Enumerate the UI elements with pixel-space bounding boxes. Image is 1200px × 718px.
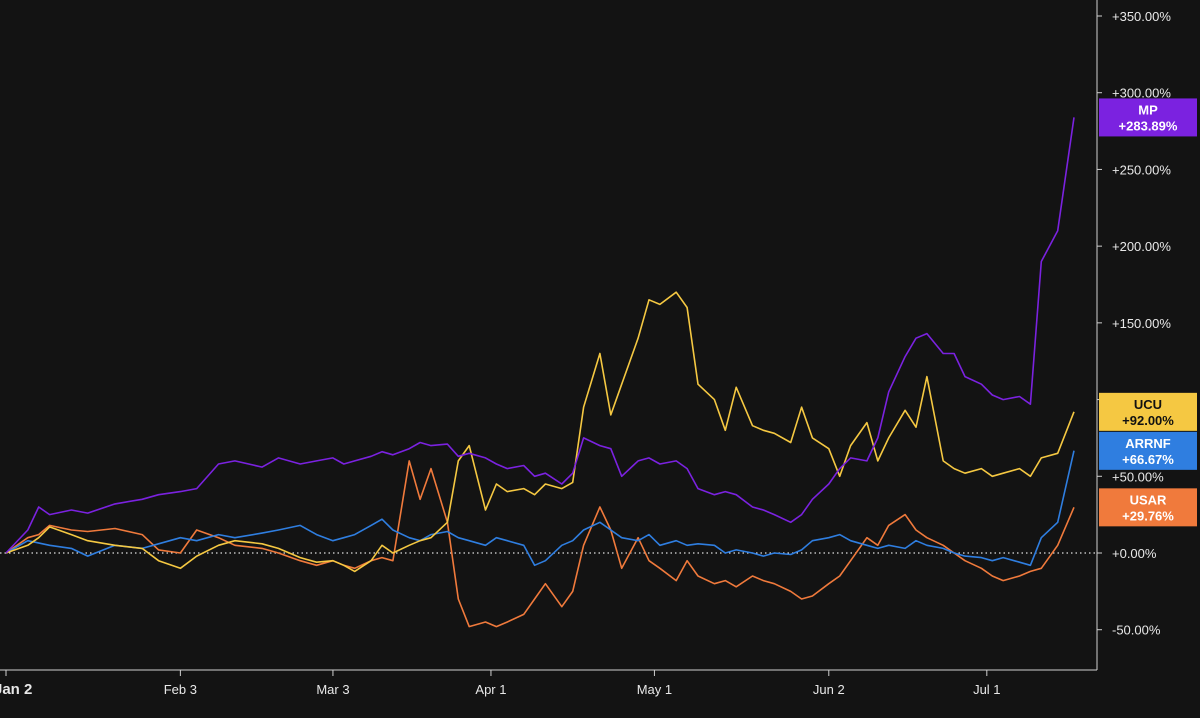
y-tick-label: +300.00%: [1112, 86, 1171, 101]
y-tick-label: +150.00%: [1112, 316, 1171, 331]
price-tag-usar[interactable]: USAR+29.76%: [1099, 488, 1197, 527]
y-tick-label: -50.00%: [1112, 623, 1161, 638]
price-tag-symbol: UCU: [1134, 397, 1162, 412]
price-tag-value: +29.76%: [1122, 508, 1174, 523]
x-tick-label: Jan 2: [0, 681, 32, 698]
price-tag-mp[interactable]: MP+283.89%: [1099, 98, 1197, 137]
y-tick-label: +350.00%: [1112, 9, 1171, 24]
y-tick-label: +50.00%: [1112, 469, 1164, 484]
price-tag-background: [1099, 98, 1197, 137]
price-tag-arrnf[interactable]: ARRNF+66.67%: [1099, 431, 1197, 470]
x-tick-label: Jun 2: [813, 682, 845, 697]
price-tag-symbol: USAR: [1130, 492, 1167, 507]
price-tag-background: [1099, 488, 1197, 527]
y-tick-label: +0.00%: [1112, 546, 1157, 561]
axes-layer: +350.00% +300.00% +250.00% +200.00% +150.00%…: [0, 0, 1171, 698]
price-tag-ucu[interactable]: UCU+92.00%: [1099, 392, 1197, 431]
price-tag-value: +92.00%: [1122, 413, 1174, 428]
x-tick-label: Apr 1: [475, 682, 506, 697]
price-tag-value: +283.89%: [1119, 118, 1178, 133]
price-tag-background: [1099, 431, 1197, 470]
price-tag-layer: MP+283.89%UCU+92.00%ARRNF+66.67%USAR+29.…: [1099, 98, 1197, 527]
price-tag-background: [1099, 392, 1197, 431]
price-tag-symbol: MP: [1138, 102, 1158, 117]
y-tick-label: +250.00%: [1112, 162, 1171, 177]
x-tick-label: May 1: [637, 682, 672, 697]
series-line-arrnf[interactable]: [5, 450, 1075, 567]
price-tag-symbol: ARRNF: [1125, 436, 1171, 451]
series-layer: [5, 117, 1075, 628]
y-tick-label: +200.00%: [1112, 239, 1171, 254]
x-tick-label: Feb 3: [164, 682, 197, 697]
price-tag-value: +66.67%: [1122, 452, 1174, 467]
x-tick-label: Mar 3: [316, 682, 349, 697]
series-line-mp[interactable]: [5, 117, 1075, 554]
x-tick-label: Jul 1: [973, 682, 1000, 697]
series-line-ucu[interactable]: [5, 291, 1075, 573]
